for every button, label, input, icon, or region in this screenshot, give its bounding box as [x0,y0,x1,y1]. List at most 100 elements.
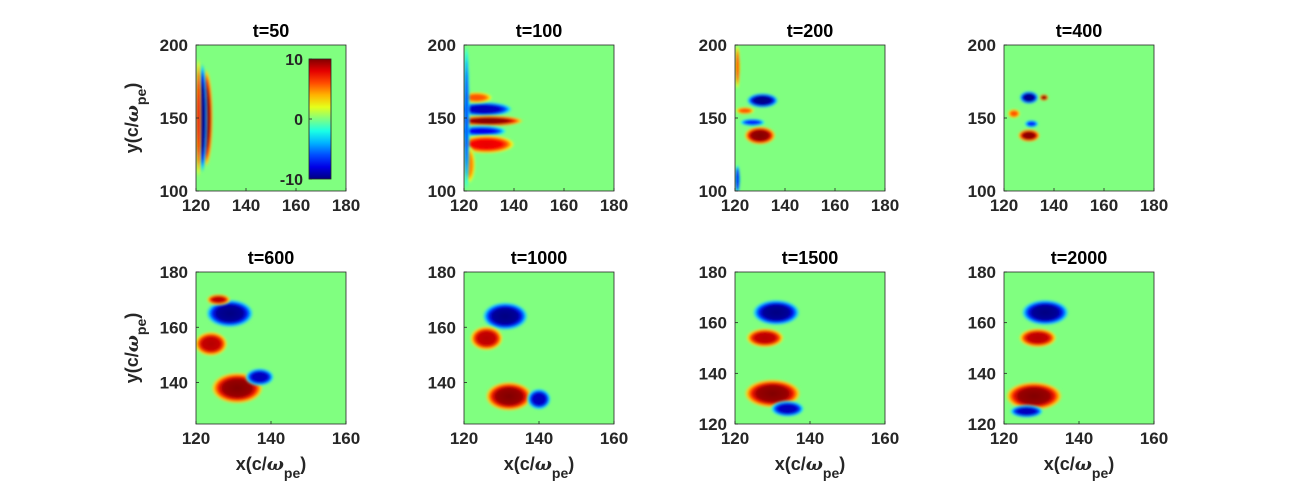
x-axis-label: x(c/ωpe) [504,454,575,481]
y-tick-label: 200 [428,36,456,55]
x-tick-label: 160 [871,429,899,448]
x-tick-label: 120 [990,196,1018,215]
x-tick-label: 140 [525,429,553,448]
y-axis-label: y(c/ωpe) [122,83,149,154]
panel-title: t=100 [516,21,563,41]
vortex-blob [1010,405,1043,418]
x-tick-label: 120 [721,196,749,215]
y-tick-label: 200 [968,36,996,55]
panel-title: t=1500 [782,248,839,268]
x-tick-label: 140 [796,429,824,448]
x-tick-label: 180 [871,196,899,215]
colorbar-tick-label: -10 [280,172,303,189]
vortex-blob [1018,129,1040,142]
vortex-blob [740,118,765,127]
vortex-blob [735,107,755,115]
x-axis-label: x(c/ωpe) [236,454,307,481]
panel-background [1004,45,1154,191]
vortex-blob [752,299,800,326]
vortex-blob [464,92,493,104]
panel-title: t=2000 [1051,248,1108,268]
panel-t-600: t=600 120 140 160 140 160 180 [160,248,361,448]
x-tick-label: 120 [990,429,1018,448]
vortex-blob [470,326,503,351]
y-tick-label: 140 [699,364,727,383]
y-tick-label: 150 [428,109,456,128]
colorbar-tick-label: 0 [294,112,303,129]
x-tick-label: 140 [257,429,285,448]
vortex-blob [735,45,740,89]
vortex-blob [1019,91,1039,104]
vortex-blob [464,101,513,117]
vortex-blob [245,368,274,386]
x-tick-label: 140 [1065,429,1093,448]
y-tick-label: 150 [160,109,188,128]
y-tick-label: 200 [160,36,188,55]
x-axis-label: x(c/ωpe) [1044,454,1115,481]
vortex-blob [464,125,507,137]
vortex-blob [735,164,740,191]
y-tick-label: 140 [968,364,996,383]
x-tick-label: 140 [771,196,799,215]
x-tick-label: 140 [1040,196,1068,215]
y-tick-label: 120 [968,415,996,434]
y-tick-label: 150 [968,109,996,128]
vortex-blob [485,381,533,411]
y-tick-label: 100 [160,182,188,201]
x-axis-label: x(c/ωpe) [775,454,846,481]
panel-t-200: t=200 120 140 160 180 100 150 200 [699,21,900,215]
panel-title: t=600 [248,248,295,268]
y-tick-label: 180 [968,263,996,282]
vortex-blob [464,135,515,154]
x-tick-label: 160 [821,196,849,215]
x-tick-label: 120 [450,429,478,448]
panel-background [735,45,885,191]
vortex-blob [746,93,779,108]
panel-t-2000: t=2000 120 140 160 120 140 160 180 [968,248,1169,448]
vortex-blob [771,400,804,417]
x-tick-label: 140 [232,196,260,215]
x-tick-label: 160 [550,196,578,215]
vortex-blob [746,328,784,348]
y-tick-label: 160 [699,314,727,333]
x-tick-label: 120 [182,196,210,215]
y-tick-label: 100 [428,182,456,201]
vortex-blob [1019,328,1057,348]
y-tick-label: 160 [968,314,996,333]
y-tick-label: 160 [428,318,456,337]
vortex-blob [196,331,228,356]
y-tick-label: 120 [699,415,727,434]
x-tick-label: 160 [332,429,360,448]
y-tick-label: 100 [968,182,996,201]
x-tick-label: 180 [600,196,628,215]
x-tick-label: 120 [721,429,749,448]
x-tick-label: 140 [500,196,528,215]
panel-title: t=1000 [511,248,568,268]
y-tick-label: 180 [160,263,188,282]
y-tick-label: 160 [160,318,188,337]
panel-title: t=50 [253,21,290,41]
panel-title: t=400 [1056,21,1103,41]
panel-t-400: t=400 120 140 160 180 100 150 200 [968,21,1169,215]
vortex-blob [527,388,551,410]
x-tick-label: 160 [282,196,310,215]
vortex-blob [206,299,254,328]
panel-title: t=200 [787,21,834,41]
vortex-blob [1005,381,1063,411]
x-tick-label: 120 [182,429,210,448]
x-tick-label: 160 [1140,429,1168,448]
y-tick-label: 100 [699,182,727,201]
y-tick-label: 180 [428,263,456,282]
x-tick-label: 120 [450,196,478,215]
vortex-blob [1039,94,1049,101]
y-tick-label: 140 [428,374,456,393]
y-tick-label: 200 [699,36,727,55]
vortex-blob [464,115,524,127]
y-tick-label: 140 [160,374,188,393]
vortex-blob [744,126,776,145]
panel-t-1000: t=1000 120 140 160 140 160 180 [428,248,629,448]
vortex-blob [1021,299,1069,326]
y-axis-label: y(c/ωpe) [122,313,149,384]
